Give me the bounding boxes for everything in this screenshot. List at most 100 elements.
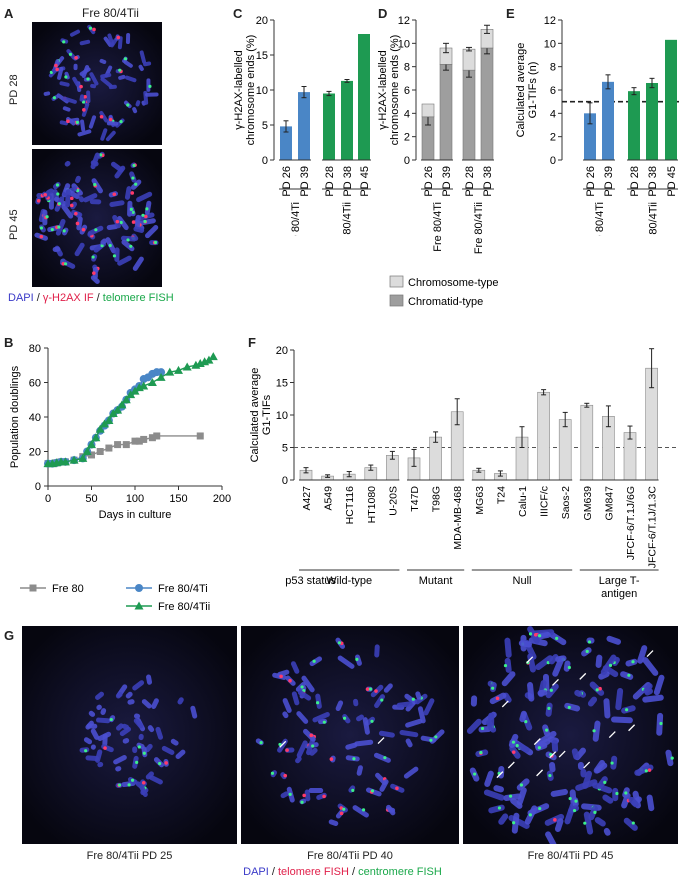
green-signal xyxy=(118,68,122,72)
red-signal xyxy=(339,811,344,816)
chromosome xyxy=(282,711,289,719)
group-label: Fre 80/4Ti xyxy=(432,202,444,252)
green-signal xyxy=(361,808,366,812)
chromosome xyxy=(304,789,311,802)
chromosome xyxy=(70,201,78,210)
data-point xyxy=(91,433,101,442)
chromosome xyxy=(484,770,494,787)
chromosome xyxy=(90,275,100,284)
chromosome xyxy=(103,36,113,47)
green-signal xyxy=(145,207,149,211)
x-tick-label: 50 xyxy=(85,493,97,505)
green-signal xyxy=(434,735,438,739)
chromosome xyxy=(100,73,112,79)
arrow xyxy=(536,769,544,777)
chromosome xyxy=(303,728,316,742)
chromosome xyxy=(519,710,527,723)
chromosome xyxy=(537,689,548,697)
bar xyxy=(537,391,550,481)
category-label: U-20S xyxy=(387,486,399,516)
chromosome xyxy=(121,239,135,252)
arrow xyxy=(583,761,591,769)
arrow xyxy=(496,771,504,779)
green-signal xyxy=(62,229,66,233)
category-label: PD 45 xyxy=(666,166,678,197)
arrow xyxy=(628,724,636,732)
bar xyxy=(665,39,677,161)
data-point xyxy=(130,386,140,395)
chromosome xyxy=(138,64,144,71)
chromosome xyxy=(596,776,608,790)
data-point xyxy=(113,405,123,414)
y-axis-label: chromosome ends (%) xyxy=(245,35,257,146)
green-signal xyxy=(64,75,68,79)
chromosome xyxy=(504,637,512,658)
panel-a-label-bottom: PD 45 xyxy=(8,209,20,240)
green-signal xyxy=(624,791,628,795)
arrow xyxy=(526,656,534,664)
chromosome xyxy=(43,91,51,96)
green-signal xyxy=(480,726,485,731)
red-signal xyxy=(130,191,135,195)
green-signal xyxy=(127,783,131,787)
chromosome xyxy=(133,718,144,729)
red-signal xyxy=(365,687,370,691)
green-signal xyxy=(595,688,599,692)
y-axis-label: γ-H2AX-labelled xyxy=(377,50,389,129)
chromosome xyxy=(74,175,81,184)
chromosome xyxy=(60,258,76,269)
chromosome xyxy=(296,740,308,758)
green-signal xyxy=(537,746,541,750)
chromosome xyxy=(64,160,71,167)
chromosome xyxy=(101,744,114,753)
green-signal xyxy=(117,783,122,787)
panel-a-title: Fre 80/4Tii xyxy=(82,6,139,20)
chromosome xyxy=(354,654,362,666)
y-axis-label: chromosome ends (%) xyxy=(389,35,401,146)
chromosome xyxy=(118,74,126,80)
data-point xyxy=(153,432,161,440)
chromosome xyxy=(146,78,151,92)
arrow xyxy=(501,700,509,708)
chromosome xyxy=(594,817,606,827)
data-point xyxy=(78,453,88,462)
y-axis-label: Calculated average xyxy=(515,43,527,138)
chromosome xyxy=(466,718,482,734)
green-signal xyxy=(549,688,553,692)
green-signal xyxy=(411,697,415,701)
arrow xyxy=(552,678,559,686)
y-tick-label: 4 xyxy=(550,108,556,120)
group-label: antigen xyxy=(601,588,637,600)
red-signal xyxy=(103,746,107,750)
chart-b: 0 20 40 60 80 0 50 100 150 200 Days in culture Popu… xyxy=(9,343,231,613)
green-signal xyxy=(545,728,549,732)
red-signal xyxy=(647,768,652,772)
chromosome xyxy=(52,246,61,252)
chromosome xyxy=(145,92,159,97)
red-signal xyxy=(66,119,70,124)
green-signal xyxy=(524,720,528,724)
green-signal xyxy=(587,640,592,644)
green-signal xyxy=(57,225,61,229)
chromosome xyxy=(603,698,611,719)
legend-a-part: / xyxy=(33,292,43,304)
panel-letter-b: B xyxy=(4,335,14,350)
red-signal xyxy=(279,674,283,679)
chromosome xyxy=(621,705,636,714)
chromosome xyxy=(297,690,312,701)
green-signal xyxy=(503,663,508,668)
chromosome xyxy=(571,748,580,760)
data-point xyxy=(157,368,166,377)
chromosome xyxy=(592,720,601,742)
group-label: Null xyxy=(513,575,532,587)
green-signal xyxy=(88,26,93,30)
chromosome xyxy=(155,726,164,740)
red-signal xyxy=(329,757,334,761)
chromosome xyxy=(146,674,153,685)
chromosome xyxy=(139,785,148,797)
green-signal xyxy=(473,772,477,776)
red-signal xyxy=(81,227,86,232)
green-signal xyxy=(131,176,135,180)
data-point xyxy=(204,355,214,364)
chromosome xyxy=(291,691,300,706)
